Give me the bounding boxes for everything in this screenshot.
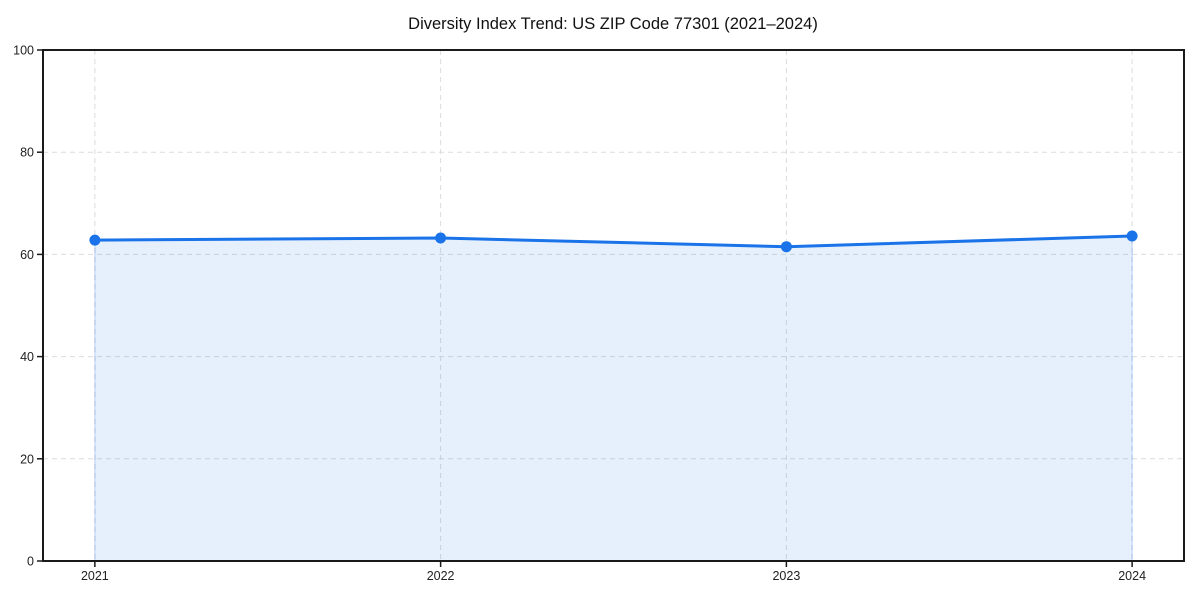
data-point-2024: [1126, 230, 1138, 242]
plot-border: [42, 49, 1185, 562]
axis-layer: [42, 49, 1185, 562]
series-area-fill: [94, 235, 1133, 562]
data-point-2022: [435, 232, 447, 244]
series-line: [93, 234, 1134, 249]
y-tick-label-40: 40: [20, 350, 34, 364]
x-tick-label-2022: 2022: [427, 569, 455, 583]
data-point-2021: [89, 234, 101, 246]
y-tick-label-60: 60: [20, 248, 34, 262]
x-tick-label-2024: 2024: [1118, 569, 1146, 583]
tick-layer: 0 20 40 60 80 100 2021 2022 2023 2024: [13, 44, 1146, 584]
x-tick-label-2021: 2021: [81, 569, 109, 583]
line-series-layer: [89, 230, 1138, 253]
y-tick-label-100: 100: [13, 44, 34, 58]
x-tick-label-2023: 2023: [772, 569, 800, 583]
y-tick-label-20: 20: [20, 452, 34, 466]
chart-title: Diversity Index Trend: US ZIP Code 77301…: [408, 15, 818, 33]
area-fill-layer: [94, 235, 1133, 562]
data-point-2023: [780, 241, 792, 253]
y-tick-label-80: 80: [20, 146, 34, 160]
y-tick-label-0: 0: [27, 555, 34, 569]
